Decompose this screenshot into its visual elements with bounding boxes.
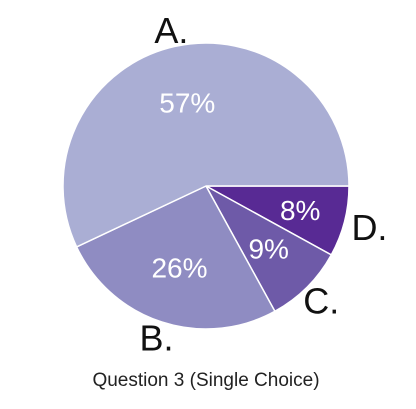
slice-percent-label-a: 57%: [159, 87, 215, 118]
slice-percent-label-b: 26%: [151, 253, 207, 284]
category-label-b: B.: [140, 317, 174, 358]
slice-percent-label-c: 9%: [248, 234, 288, 265]
pie-slice-c: [204, 184, 333, 313]
category-label-d: D.: [351, 207, 387, 248]
category-labels: D. C. B. A.: [140, 10, 388, 358]
slice-percent-labels: 8% 9% 26% 57%: [151, 87, 320, 283]
chart-title: Question 3 (Single Choice): [92, 370, 319, 391]
slice-percent-label-d: 8%: [280, 195, 320, 226]
pie-slices: [62, 42, 350, 330]
category-label-a: A.: [154, 10, 188, 51]
category-label-c: C.: [303, 280, 339, 321]
pie-slice-b: [75, 185, 276, 330]
pie-slice-a: [62, 42, 350, 248]
